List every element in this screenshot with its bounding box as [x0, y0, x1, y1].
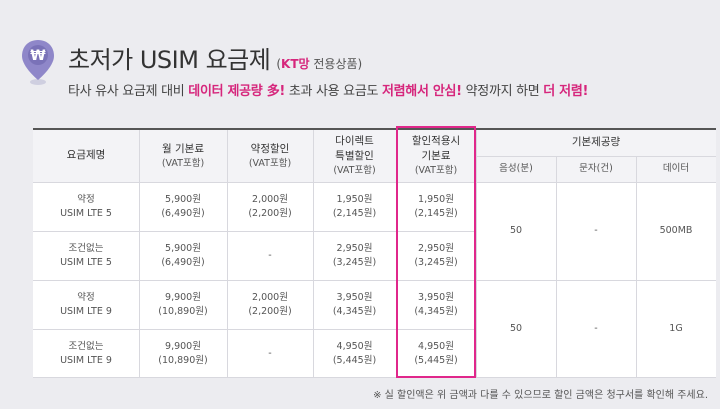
- header-data: 데이터: [636, 156, 716, 182]
- grid-line: [556, 156, 557, 378]
- row4-plan: 조건없는 USIM LTE 9: [60, 340, 112, 366]
- title-tag: (KT망 전용상품): [276, 57, 363, 71]
- row1-applied: 1,950원 (2,145원): [414, 193, 458, 219]
- row1-monthly: 5,900원 (6,490원): [161, 193, 205, 219]
- offer2-data: 1G: [669, 323, 683, 335]
- page-title: 초저가 USIM 요금제 (KT망 전용상품): [68, 40, 362, 75]
- row3-monthly: 9,900원 (10,890원): [158, 291, 208, 317]
- header-direct-discount: 다이렉트 특별할인 (VAT포함): [313, 130, 396, 182]
- tag-rest: 전용상품: [313, 57, 358, 71]
- row2-monthly: 5,900원 (6,490원): [161, 242, 205, 268]
- subtitle-part-5: 약정까지 하면: [461, 84, 544, 99]
- row1-direct: 1,950원 (2,145원): [332, 193, 377, 219]
- subtitle-part-4: 저렴해서 안심!: [381, 84, 462, 99]
- header-sms: 문자(건): [556, 156, 636, 182]
- row4-direct: 4,950원 (5,445원): [332, 340, 377, 366]
- header-basic-offer: 기본제공량: [476, 130, 716, 156]
- grid-line: [33, 377, 716, 378]
- row3-direct: 3,950원 (4,345원): [332, 291, 377, 317]
- offer2-voice: 50: [509, 323, 523, 335]
- subtitle-part-6: 더 저렴!: [543, 84, 589, 99]
- header-contract-discount: 약정할인 (VAT포함): [227, 130, 313, 182]
- subtitle-part-1: 타사 유사 요금제 대비: [68, 84, 189, 99]
- row2-applied: 2,950원 (3,245원): [414, 242, 458, 268]
- table-top-border: [33, 128, 716, 130]
- row2-direct: 2,950원 (3,245원): [332, 242, 377, 268]
- header-applied-fee: 할인적용시 기본료 (VAT포함): [396, 130, 476, 182]
- grid-line: [33, 329, 476, 330]
- won-symbol: ₩: [30, 48, 46, 64]
- header-plan-name: 요금제명: [33, 130, 139, 182]
- row3-plan: 약정 USIM LTE 9: [60, 291, 112, 317]
- row3-applied: 3,950원 (4,345원): [414, 291, 458, 317]
- offer1-voice: 50: [509, 225, 523, 237]
- grid-line: [33, 231, 476, 232]
- grid-line: [33, 280, 716, 281]
- row4-monthly: 9,900원 (10,890원): [158, 340, 208, 366]
- header-voice: 음성(분): [476, 156, 556, 182]
- won-pin-icon: ₩: [20, 38, 56, 86]
- tag-brand: KT망: [281, 57, 310, 71]
- grid-line: [476, 156, 716, 157]
- offer1-sms: -: [594, 225, 598, 237]
- offer2-sms: -: [594, 323, 598, 335]
- grid-line: [139, 130, 140, 378]
- grid-line: [636, 156, 637, 378]
- row3-contract: 2,000원 (2,200원): [248, 291, 292, 317]
- plan-table: 요금제명 월 기본료 (VAT포함) 약정할인 (VAT포함) 다이렉트 특별할…: [33, 126, 716, 378]
- offer1-data: 500MB: [659, 225, 693, 237]
- header-monthly-fee: 월 기본료 (VAT포함): [139, 130, 227, 182]
- grid-line: [33, 182, 716, 183]
- row1-plan: 약정 USIM LTE 5: [60, 193, 112, 219]
- row2-plan: 조건없는 USIM LTE 5: [60, 242, 112, 268]
- subtitle: 타사 유사 요금제 대비 데이터 제공량 多! 초과 사용 요금도 저렴해서 안…: [68, 80, 588, 99]
- row1-contract: 2,000원 (2,200원): [248, 193, 292, 219]
- grid-line: [476, 130, 477, 378]
- subtitle-part-3: 초과 사용 요금도: [285, 84, 382, 99]
- applied-fee-highlight: [396, 126, 476, 378]
- row4-applied: 4,950원 (5,445원): [414, 340, 458, 366]
- title-text: 초저가 USIM 요금제: [68, 46, 271, 74]
- grid-line: [227, 130, 228, 378]
- subtitle-part-2: 데이터 제공량 多!: [188, 84, 286, 99]
- grid-line: [313, 130, 314, 378]
- row4-contract: -: [268, 347, 272, 359]
- row2-contract: -: [268, 249, 272, 261]
- footnote: ※ 실 할인액은 위 금액과 다를 수 있으므로 할인 금액은 청구서를 확인해…: [373, 390, 708, 401]
